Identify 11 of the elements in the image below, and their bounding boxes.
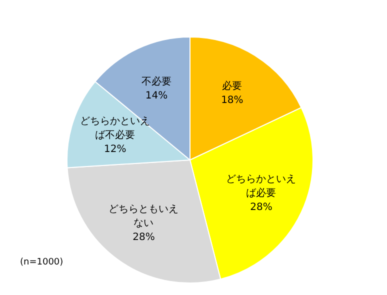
slice-label: どちらかといえば不必要: [80, 116, 150, 142]
text: (n=1000): [20, 258, 64, 268]
data-label: 14%: [145, 90, 168, 102]
slice-label: どちらともいえない: [108, 204, 179, 230]
data-label: 12%: [104, 144, 126, 156]
slice-label: どちらかといえば必要: [226, 174, 296, 200]
data-label: 28%: [250, 202, 272, 214]
data-label: 18%: [221, 95, 244, 106]
slice-label: 必要: [222, 80, 242, 92]
data-label: 28%: [132, 232, 155, 244]
slice-label: 不必要: [141, 75, 172, 88]
